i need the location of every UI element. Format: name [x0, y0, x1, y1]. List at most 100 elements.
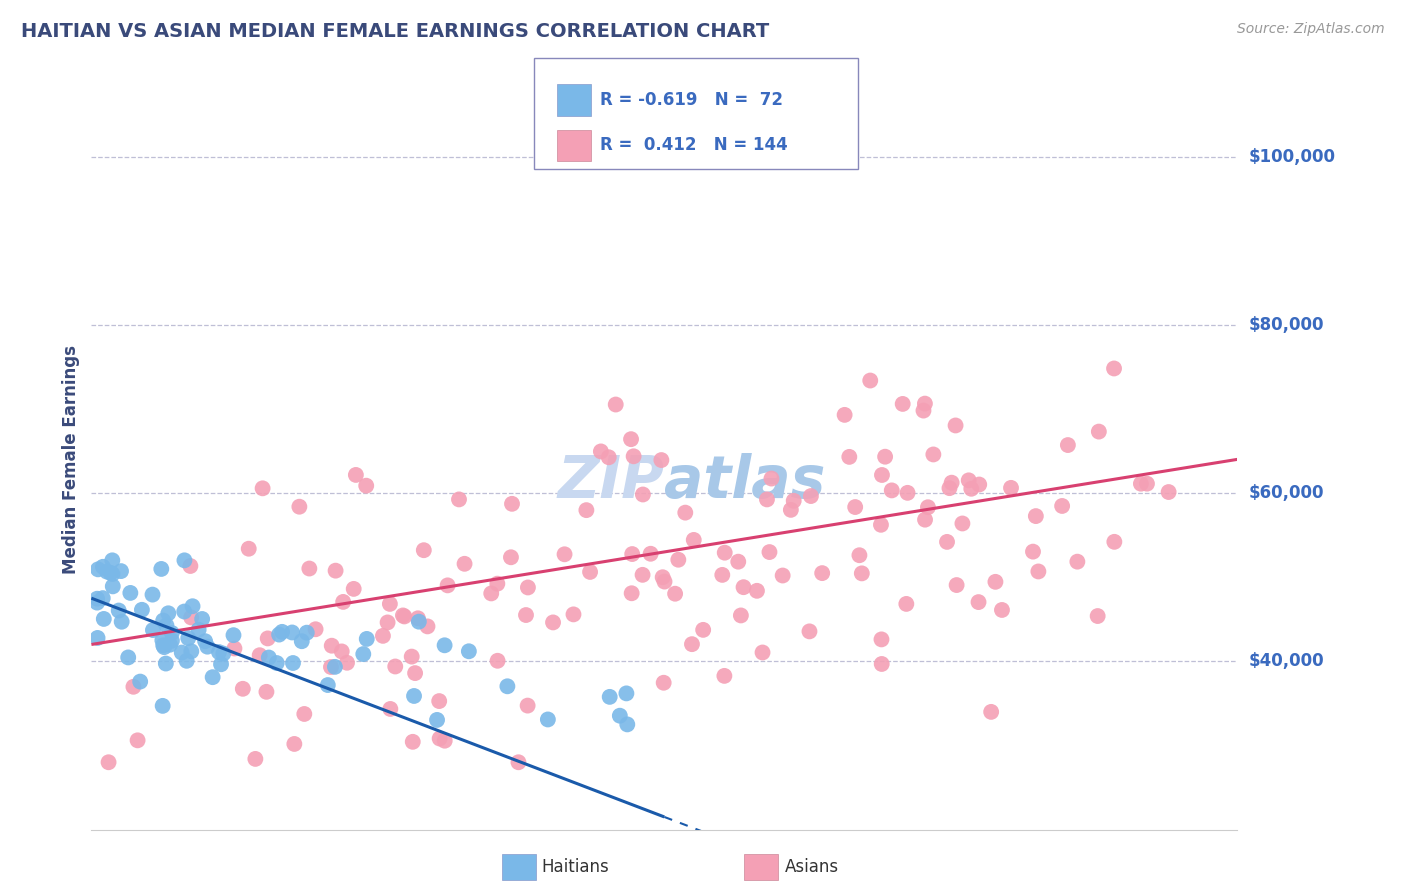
Point [142, 623, 165, 637]
Point [426, 713, 449, 727]
Point [392, 608, 415, 623]
Point [1129, 476, 1152, 491]
Point [654, 574, 676, 589]
Point [176, 654, 198, 668]
Point [1057, 438, 1080, 452]
Text: $100,000: $100,000 [1249, 147, 1336, 166]
Point [173, 553, 195, 567]
Point [447, 492, 470, 507]
Point [516, 581, 538, 595]
Point [343, 582, 366, 596]
Point [1087, 609, 1109, 624]
Point [598, 450, 620, 465]
Point [664, 587, 686, 601]
Point [283, 737, 305, 751]
Point [394, 609, 416, 624]
Point [870, 468, 893, 483]
Text: $40,000: $40,000 [1249, 652, 1324, 670]
Point [917, 500, 939, 515]
Point [605, 397, 627, 411]
Point [208, 645, 231, 659]
Point [957, 474, 980, 488]
Point [651, 570, 673, 584]
Point [222, 628, 245, 642]
Point [755, 492, 778, 507]
Text: $80,000: $80,000 [1249, 316, 1324, 334]
Point [745, 583, 768, 598]
Point [621, 547, 644, 561]
Point [152, 698, 174, 713]
Point [152, 638, 174, 652]
Point [316, 678, 339, 692]
Point [967, 477, 990, 491]
Point [304, 622, 326, 636]
Point [1088, 425, 1111, 439]
Point [980, 705, 1002, 719]
Point [620, 586, 643, 600]
Point [1050, 499, 1073, 513]
Point [377, 615, 399, 630]
Point [486, 654, 509, 668]
Point [870, 517, 893, 532]
Point [650, 453, 672, 467]
Point [799, 624, 821, 639]
Point [851, 566, 873, 581]
Point [91, 591, 114, 606]
Point [811, 566, 834, 581]
Point [371, 629, 394, 643]
Text: R = -0.619   N =  72: R = -0.619 N = 72 [600, 91, 783, 109]
Point [110, 564, 132, 578]
Point [457, 644, 479, 658]
Point [332, 595, 354, 609]
Point [682, 533, 704, 547]
Point [281, 656, 304, 670]
Point [1022, 544, 1045, 558]
Point [325, 564, 347, 578]
Point [152, 614, 174, 628]
Point [402, 735, 425, 749]
Point [257, 650, 280, 665]
Point [433, 638, 456, 652]
Text: ZIP: ZIP [557, 453, 664, 510]
Point [295, 625, 318, 640]
Point [1136, 476, 1159, 491]
Point [238, 541, 260, 556]
Point [479, 586, 502, 600]
Point [336, 656, 359, 670]
Point [848, 548, 870, 562]
Point [575, 503, 598, 517]
Point [180, 610, 202, 624]
Point [936, 535, 959, 549]
Point [96, 565, 118, 579]
Point [91, 559, 114, 574]
Point [117, 650, 139, 665]
Point [896, 597, 918, 611]
Point [960, 482, 983, 496]
Point [298, 561, 321, 575]
Point [991, 603, 1014, 617]
Point [912, 403, 935, 417]
Point [181, 599, 204, 614]
Point [941, 475, 963, 490]
Text: R =  0.412   N = 144: R = 0.412 N = 144 [600, 136, 789, 154]
Point [758, 545, 780, 559]
Point [501, 497, 523, 511]
Point [620, 432, 643, 446]
Point [157, 607, 180, 621]
Point [249, 648, 271, 663]
Point [486, 576, 509, 591]
Point [291, 634, 314, 648]
Point [180, 644, 202, 658]
Point [330, 644, 353, 658]
Point [496, 679, 519, 693]
Point [321, 639, 343, 653]
Point [93, 612, 115, 626]
Point [631, 567, 654, 582]
Point [499, 550, 522, 565]
Point [150, 562, 173, 576]
Point [150, 633, 173, 648]
Point [160, 633, 183, 648]
Point [779, 503, 801, 517]
Point [194, 634, 217, 648]
Point [86, 596, 108, 610]
